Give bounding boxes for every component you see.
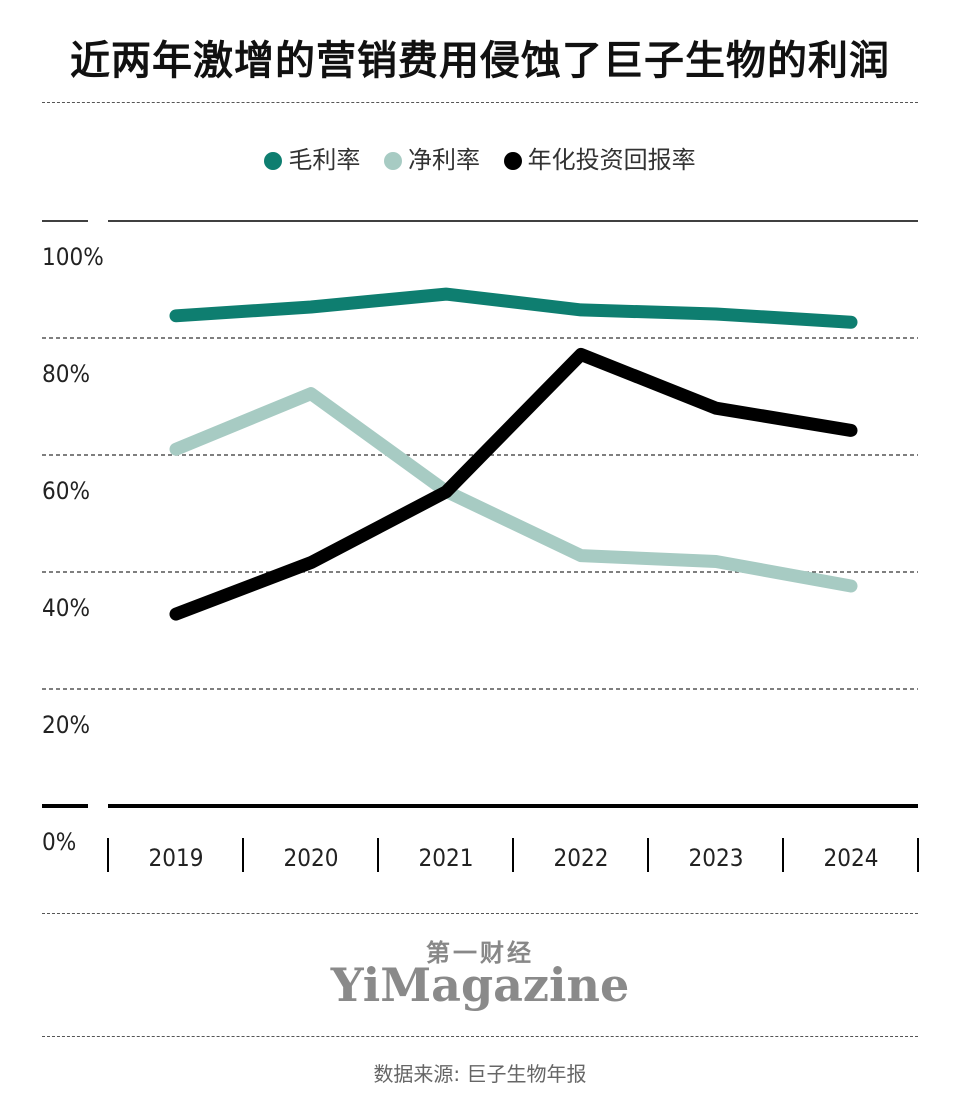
legend-label-roi: 年化投资回报率 — [527, 146, 696, 174]
x-tick-label: 2021 — [419, 844, 474, 872]
x-tick-label: 2019 — [149, 844, 204, 872]
x-tick-label: 2022 — [554, 844, 609, 872]
logo-english: YiMagazine — [330, 958, 630, 1012]
x-tick-label: 2020 — [284, 844, 339, 872]
legend-swatch-roi — [503, 152, 522, 170]
y-tick-label: 20% — [42, 711, 90, 739]
series-line-0 — [169, 287, 858, 329]
line-chart: 0% 20% 40% 60% 80% 100% 2019 2020 2021 2022 2023 20… — [42, 220, 919, 872]
footer-divider-bottom — [42, 1036, 918, 1037]
legend-item-gross-margin: 毛利率 — [264, 140, 360, 175]
legend-item-net-margin: 净利率 — [384, 140, 480, 175]
legend-swatch-gross-margin — [264, 152, 283, 170]
y-tick-label: 80% — [42, 360, 90, 388]
logo-chinese: 第一财经 — [426, 939, 534, 967]
legend-label-gross-margin: 毛利率 — [288, 146, 361, 174]
y-tick-label: 0% — [42, 828, 76, 856]
data-source: 数据来源: 巨子生物年报 — [373, 1062, 587, 1086]
footer-divider-top — [42, 913, 918, 914]
legend: 毛利率 净利率 年化投资回报率 — [0, 140, 960, 175]
x-tick-label: 2024 — [824, 844, 879, 872]
y-tick-label: 40% — [42, 594, 90, 622]
chart-title: 近两年激增的营销费用侵蚀了巨子生物的利润 — [70, 38, 890, 84]
legend-swatch-net-margin — [384, 152, 402, 170]
y-tick-label: 100% — [42, 243, 104, 271]
legend-item-roi: 年化投资回报率 — [503, 140, 696, 175]
legend-label-net-margin: 净利率 — [408, 146, 480, 174]
title-divider — [42, 102, 918, 103]
x-tick-label: 2023 — [689, 844, 744, 872]
series-line-2 — [169, 347, 858, 621]
y-tick-label: 60% — [42, 477, 90, 505]
series-line-1 — [169, 387, 858, 593]
